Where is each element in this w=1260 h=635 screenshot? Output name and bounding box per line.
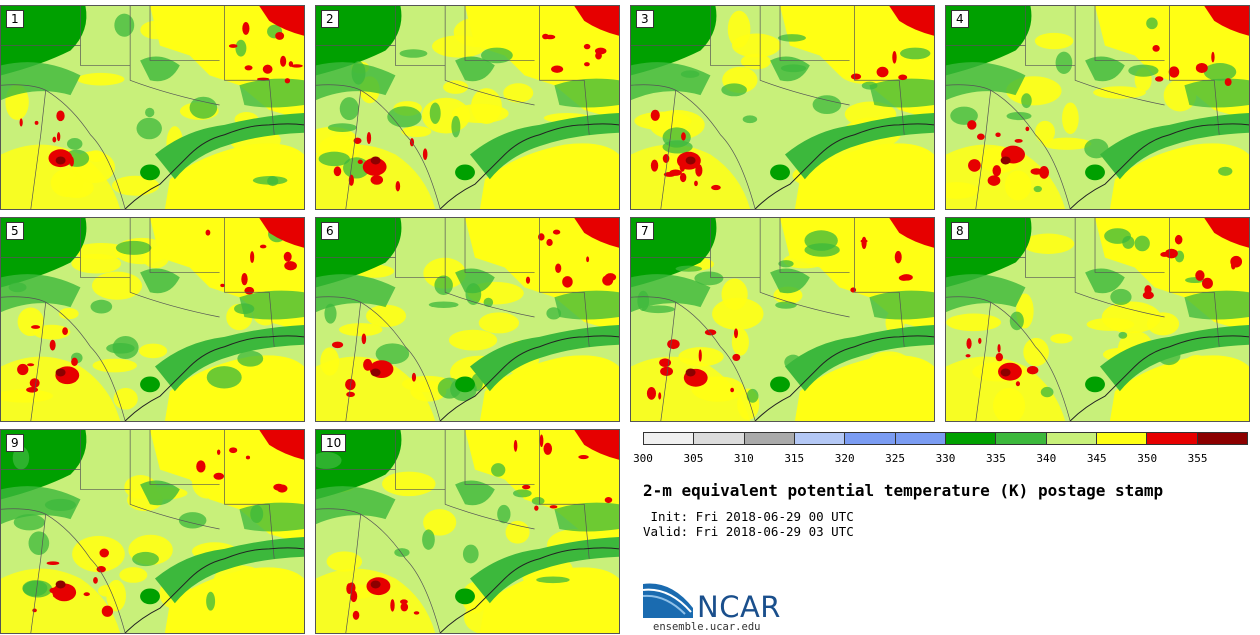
colorbar-segment [1046,433,1097,444]
colorbar-tick-label: 335 [985,452,1006,465]
ensemble-member-panel: 2 [315,5,620,210]
colorbar-segment [1197,433,1247,444]
ensemble-member-panel: 4 [945,5,1250,210]
init-time: Init: Fri 2018-06-29 00 UTC [643,509,854,524]
colorbar-tick-label: 340 [1036,452,1057,465]
theta-e-map [946,6,1249,209]
colorbar-tick-label: 350 [1137,452,1158,465]
colorbar-segment [794,433,846,444]
theta-e-map [316,6,619,209]
colorbar-segment [945,433,997,444]
colorbar-tick-label: 345 [1086,452,1107,465]
panel-number-label: 5 [6,222,24,240]
colorbar-segment [694,433,745,444]
colorbar [643,432,1248,445]
map-title: 2-m equivalent potential temperature (K)… [643,481,1164,500]
colorbar-segment [895,433,946,444]
panel-number-label: 10 [321,434,347,452]
ncar-logo-icon [643,583,693,618]
colorbar-segment [996,433,1047,444]
colorbar-segment [644,433,695,444]
ensemble-member-panel: 7 [630,217,935,422]
valid-time: Valid: Fri 2018-06-29 03 UTC [643,524,854,539]
panel-number-label: 4 [951,10,969,28]
theta-e-map [946,218,1249,421]
ensemble-member-panel: 6 [315,217,620,422]
theta-e-map [1,6,304,209]
theta-e-map [631,218,934,421]
ensemble-member-panel: 10 [315,429,620,634]
colorbar-tick-label: 300 [633,452,653,465]
colorbar-tick-label: 355 [1187,452,1208,465]
colorbar-segment [1096,433,1148,444]
panel-number-label: 8 [951,222,969,240]
logo-text: NCAR [697,590,781,624]
theta-e-map [1,218,304,421]
colorbar-tick-label: 310 [733,452,754,465]
theta-e-map [316,430,619,633]
ensemble-member-panel: 9 [0,429,305,634]
colorbar-tick-label: 325 [885,452,906,465]
ensemble-member-panel: 8 [945,217,1250,422]
panel-number-label: 6 [321,222,339,240]
ensemble-member-panel: 3 [630,5,935,210]
ensemble-member-panel: 5 [0,217,305,422]
colorbar-ticks: 300 305 310 315 320 325 330 335 340 345 350 355 [633,452,1248,466]
colorbar-tick-label: 315 [784,452,805,465]
colorbar-segment [1147,433,1198,444]
panel-number-label: 1 [6,10,24,28]
colorbar-tick-label: 330 [935,452,956,465]
colorbar-segment [744,433,795,444]
theta-e-map [631,6,934,209]
ensemble-member-panel: 1 [0,5,305,210]
panel-number-label: 9 [6,434,24,452]
colorbar-tick-label: 305 [683,452,704,465]
colorbar-segment [845,433,896,444]
panel-number-label: 7 [636,222,654,240]
logo-url: ensemble.ucar.edu [653,621,761,633]
panel-number-label: 3 [636,10,654,28]
theta-e-map [316,218,619,421]
colorbar-tick-label: 320 [834,452,855,465]
theta-e-map [1,430,304,633]
panel-number-label: 2 [321,10,339,28]
